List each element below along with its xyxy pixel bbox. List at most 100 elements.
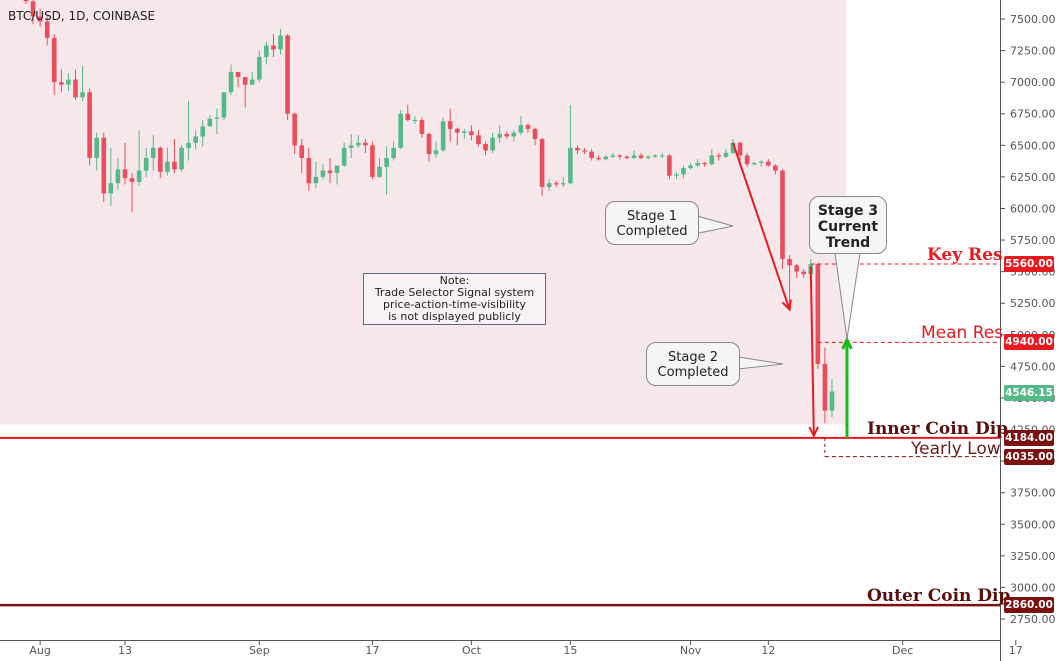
date-tick-label: 17 <box>365 644 379 657</box>
candle-body <box>214 117 220 119</box>
candle-body <box>412 120 418 122</box>
candle-body <box>59 82 64 85</box>
price-tick-label: 6750.00 <box>1010 108 1056 121</box>
candle-body <box>278 35 283 50</box>
candle-body <box>561 183 566 185</box>
stage1-arrow-head <box>781 299 792 312</box>
date-tick-label: 17 <box>1009 644 1023 657</box>
candle-body <box>129 178 135 182</box>
candle-body <box>348 145 354 148</box>
date-tick-label: 15 <box>563 644 577 657</box>
candle-body <box>801 271 806 275</box>
candle-body <box>87 92 92 158</box>
candle-body <box>249 79 255 85</box>
price-tick-label: 5250.00 <box>1010 297 1056 310</box>
candle-body <box>794 265 799 272</box>
candle-body <box>610 155 616 157</box>
price-tick-label: 4750.00 <box>1010 360 1056 373</box>
candle-body <box>737 142 743 156</box>
candle-body <box>193 136 198 143</box>
candle-body <box>758 161 764 163</box>
stage1-callout: Stage 1 Completed <box>605 201 699 245</box>
candle-body <box>652 155 658 157</box>
current-price-tag: 4546.15 <box>1004 385 1054 401</box>
candle-body <box>136 170 142 182</box>
candle-body <box>51 37 57 83</box>
price-tick-label: 6500.00 <box>1010 139 1056 152</box>
stage1-pointer <box>696 215 734 234</box>
price-tick-label: 3000.00 <box>1010 581 1056 594</box>
candle-body <box>30 1 36 17</box>
candle-body <box>702 163 708 165</box>
candle-body <box>582 150 587 152</box>
candle-body <box>518 125 524 133</box>
candle-body <box>462 131 467 133</box>
candle-body <box>660 155 665 157</box>
candle-body <box>589 151 594 158</box>
candle-body <box>490 137 495 151</box>
candle-body <box>221 92 227 118</box>
price-tick-label: 6000.00 <box>1010 202 1056 215</box>
price-tick-label: 2750.00 <box>1010 613 1056 626</box>
yearly-low-label: Yearly Low <box>911 439 1001 459</box>
candle-body <box>172 161 177 170</box>
candle-body <box>716 155 722 157</box>
candle-body <box>23 0 29 2</box>
candle-body <box>108 183 114 194</box>
candle-body <box>370 145 375 177</box>
candle-body <box>228 72 234 93</box>
candle-body <box>143 157 149 171</box>
price-tick-label: 3500.00 <box>1010 518 1056 531</box>
candle-body <box>447 121 453 129</box>
candle-body <box>822 363 828 411</box>
candle-body <box>681 168 686 175</box>
candle-body <box>744 155 750 165</box>
candle-body <box>426 133 432 155</box>
candle-body <box>617 155 623 157</box>
note-box: Note: Trade Selector Signal system price… <box>363 273 546 325</box>
candle-body <box>674 174 679 176</box>
candle-body <box>115 169 121 184</box>
stage2-arrow <box>809 266 815 436</box>
candle-body <box>334 165 340 174</box>
candle-body <box>66 79 71 85</box>
candle-body <box>384 157 389 167</box>
candle-body <box>363 142 368 146</box>
stage2-callout: Stage 2 Completed <box>646 342 740 386</box>
price-tick-label: 7500.00 <box>1010 13 1056 26</box>
candle-body <box>483 144 488 151</box>
candle-body <box>596 157 601 160</box>
candle-body <box>730 142 736 153</box>
candle-body <box>766 161 771 166</box>
date-tick-label: Dec <box>892 644 913 657</box>
candle-body <box>504 133 510 137</box>
date-tick-label: Oct <box>462 644 482 657</box>
candle-body <box>264 45 269 57</box>
date-tick-label: 13 <box>118 644 132 657</box>
inner-coin-dip-label: Inner Coin Dip <box>867 419 1009 439</box>
candle-body <box>37 16 43 22</box>
price-tick-label: 5750.00 <box>1010 234 1056 247</box>
candle-body <box>419 120 425 134</box>
inner-coin-dip-price-tag: 4184.00 <box>1004 430 1054 446</box>
candle-body <box>341 147 347 166</box>
candle-body <box>469 131 474 136</box>
candle-body <box>433 150 439 155</box>
candle-body <box>667 155 672 176</box>
candle-body <box>645 156 651 158</box>
candle-body <box>306 157 312 184</box>
candle-body <box>624 156 630 158</box>
candle-body <box>150 147 156 158</box>
candle-body <box>313 176 319 184</box>
price-tick-label: 3750.00 <box>1010 487 1056 500</box>
candle-body <box>546 183 552 187</box>
price-tick-label: 7000.00 <box>1010 76 1056 89</box>
candle-body <box>815 264 821 364</box>
outer-coin-dip-price-tag: 2860.00 <box>1004 597 1054 613</box>
outer-coin-dip-label: Outer Coin Dip <box>867 586 1011 606</box>
candle-body <box>539 139 545 187</box>
candle-body <box>292 113 297 146</box>
candle-body <box>44 21 50 38</box>
stage2-arrow-head <box>808 426 819 439</box>
